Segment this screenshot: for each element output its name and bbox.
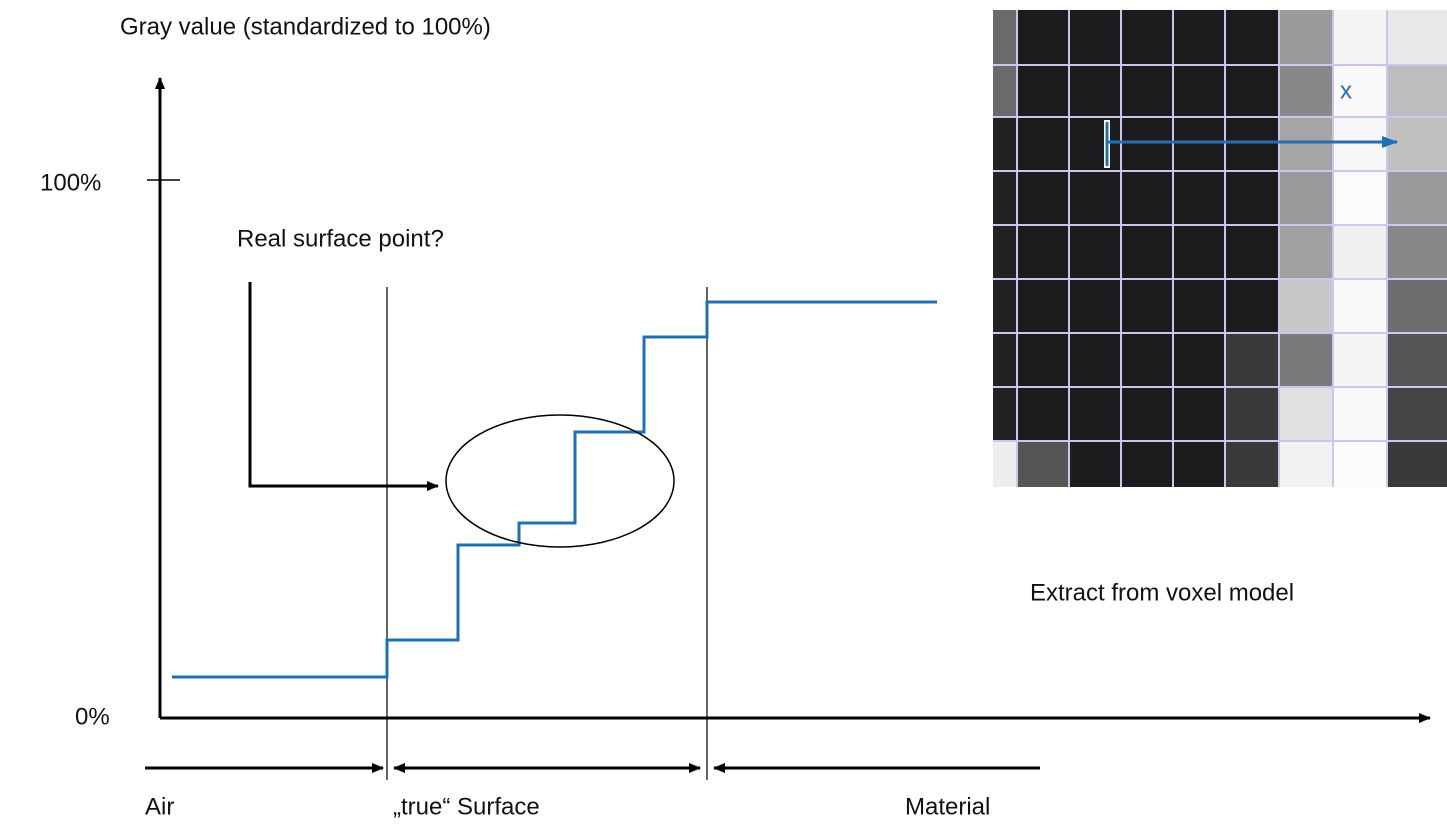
voxel bbox=[1173, 279, 1225, 333]
voxel-image bbox=[993, 10, 1447, 487]
voxel bbox=[1333, 279, 1387, 333]
voxel bbox=[1173, 441, 1225, 487]
y-tick-label: 100% bbox=[40, 169, 101, 196]
voxel bbox=[1017, 117, 1069, 171]
voxel bbox=[993, 65, 1017, 117]
voxel bbox=[1017, 333, 1069, 387]
voxel bbox=[1279, 65, 1333, 117]
voxel bbox=[1121, 225, 1173, 279]
voxel bbox=[1225, 10, 1279, 65]
voxel bbox=[1121, 10, 1173, 65]
voxel bbox=[1017, 441, 1069, 487]
x-label: x bbox=[1340, 77, 1352, 104]
voxel bbox=[1333, 225, 1387, 279]
gray-value-profile bbox=[172, 302, 937, 677]
voxel bbox=[1017, 171, 1069, 225]
voxel bbox=[1279, 171, 1333, 225]
annotation-arrow bbox=[250, 282, 438, 486]
voxel bbox=[1225, 387, 1279, 441]
highlight-ellipse bbox=[446, 415, 674, 547]
voxel bbox=[1017, 279, 1069, 333]
voxel bbox=[1333, 333, 1387, 387]
voxel bbox=[1225, 441, 1279, 487]
voxel bbox=[1069, 10, 1121, 65]
voxel bbox=[1225, 225, 1279, 279]
voxel bbox=[1121, 279, 1173, 333]
voxel bbox=[1069, 117, 1121, 171]
voxel bbox=[1069, 333, 1121, 387]
voxel bbox=[1225, 333, 1279, 387]
voxel bbox=[993, 333, 1017, 387]
voxel bbox=[1387, 10, 1447, 65]
voxel bbox=[1225, 171, 1279, 225]
voxel bbox=[1279, 117, 1333, 171]
image-caption: Extract from voxel model bbox=[1030, 579, 1294, 606]
voxel bbox=[1333, 117, 1387, 171]
voxel bbox=[1279, 441, 1333, 487]
voxel bbox=[1225, 65, 1279, 117]
voxel bbox=[1387, 117, 1447, 171]
voxel bbox=[1069, 279, 1121, 333]
voxel bbox=[1387, 333, 1447, 387]
voxel bbox=[1333, 441, 1387, 487]
voxel bbox=[1279, 333, 1333, 387]
voxel bbox=[1279, 10, 1333, 65]
voxel bbox=[1387, 279, 1447, 333]
voxel bbox=[1121, 333, 1173, 387]
voxel bbox=[1069, 441, 1121, 487]
voxel bbox=[1173, 387, 1225, 441]
region-label: Material bbox=[905, 793, 990, 820]
voxel bbox=[1333, 10, 1387, 65]
voxel bbox=[993, 10, 1017, 65]
voxel bbox=[1017, 10, 1069, 65]
voxel bbox=[1173, 171, 1225, 225]
voxel bbox=[1333, 171, 1387, 225]
voxel bbox=[1173, 333, 1225, 387]
y-tick-label: 0% bbox=[75, 703, 110, 730]
voxel bbox=[1279, 387, 1333, 441]
voxel bbox=[1173, 117, 1225, 171]
voxel bbox=[1225, 279, 1279, 333]
voxel bbox=[1387, 441, 1447, 487]
voxel bbox=[1069, 225, 1121, 279]
voxel bbox=[1225, 117, 1279, 171]
diagram: x Extract from voxel model Gray value (s… bbox=[0, 0, 1447, 824]
voxel bbox=[1069, 65, 1121, 117]
voxel bbox=[993, 387, 1017, 441]
voxel bbox=[1121, 171, 1173, 225]
voxel bbox=[1017, 65, 1069, 117]
voxel bbox=[1173, 10, 1225, 65]
voxel bbox=[1017, 387, 1069, 441]
voxel bbox=[993, 171, 1017, 225]
voxel bbox=[1387, 171, 1447, 225]
voxel bbox=[1069, 387, 1121, 441]
voxel bbox=[1173, 225, 1225, 279]
voxel bbox=[1121, 65, 1173, 117]
voxel bbox=[1387, 387, 1447, 441]
voxel bbox=[1279, 279, 1333, 333]
voxel bbox=[1017, 225, 1069, 279]
region-label: „true“ Surface bbox=[393, 793, 540, 820]
voxel bbox=[1279, 225, 1333, 279]
voxel bbox=[1333, 387, 1387, 441]
annotation: Real surface point? bbox=[237, 225, 444, 252]
voxel bbox=[1121, 441, 1173, 487]
voxel bbox=[1173, 65, 1225, 117]
voxel bbox=[1387, 225, 1447, 279]
voxel bbox=[1069, 171, 1121, 225]
voxel bbox=[993, 117, 1017, 171]
voxel bbox=[993, 225, 1017, 279]
voxel bbox=[993, 441, 1017, 487]
voxel bbox=[1121, 117, 1173, 171]
y-axis-title: Gray value (standardized to 100%) bbox=[120, 13, 491, 40]
voxel bbox=[993, 279, 1017, 333]
voxel bbox=[1387, 65, 1447, 117]
region-label: Air bbox=[145, 793, 174, 820]
voxel bbox=[1121, 387, 1173, 441]
